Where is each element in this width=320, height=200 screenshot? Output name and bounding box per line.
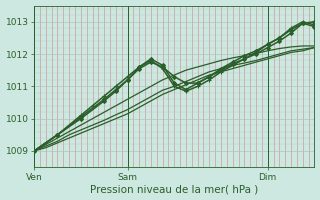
X-axis label: Pression niveau de la mer( hPa ): Pression niveau de la mer( hPa ): [90, 184, 259, 194]
